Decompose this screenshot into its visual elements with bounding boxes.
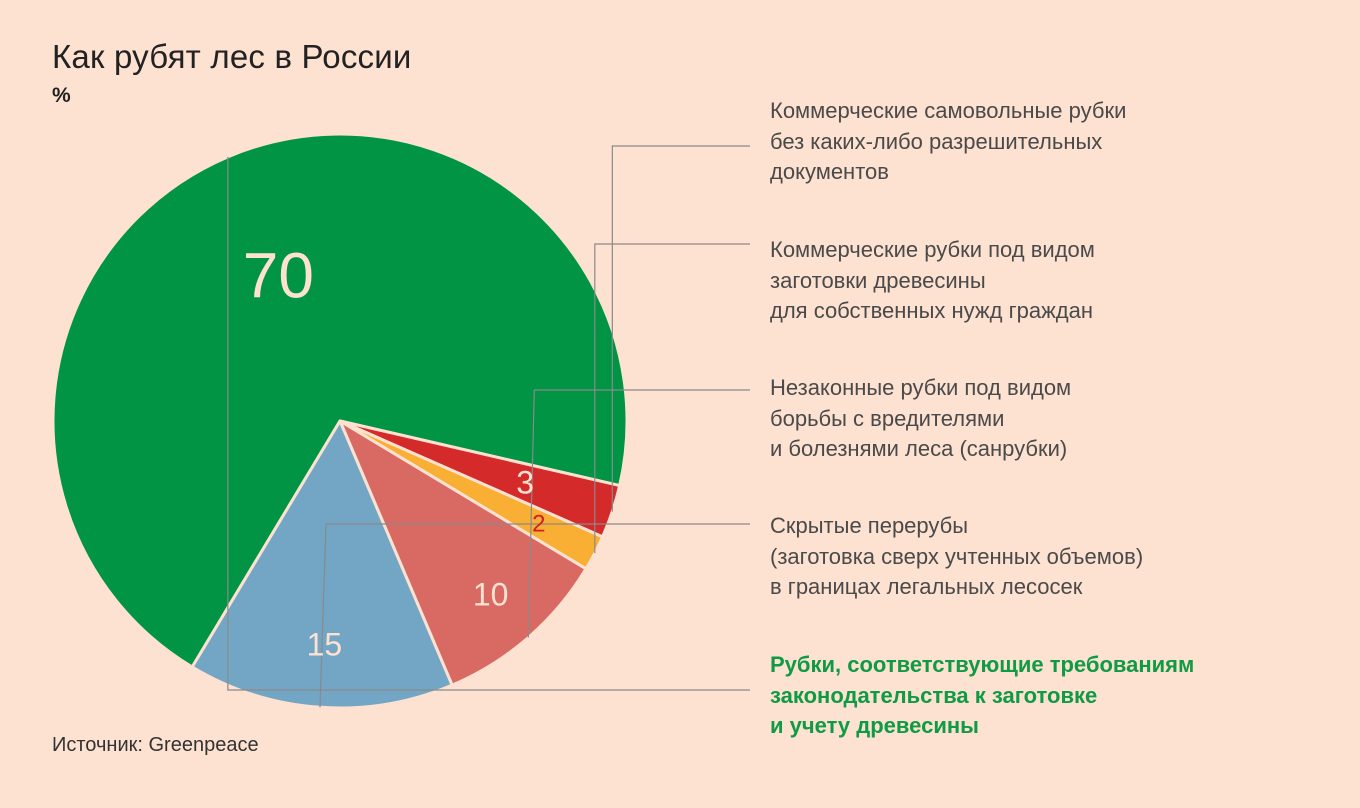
legend-item-sanitary: Незаконные рубки под видом борьбы с вред… [770, 375, 1072, 461]
legend-item-overcutting: Скрытые перерубы (заготовка сверх учтенн… [770, 513, 1144, 599]
unit-label: % [52, 84, 71, 107]
legend-item-legal: Рубки, соответствующие требованиям закон… [770, 652, 1195, 738]
value-label-overcutting: 15 [307, 626, 343, 662]
value-label-personal-needs: 2 [532, 511, 545, 538]
leader-line-unauthorized [611, 145, 750, 512]
source-note: Источник: Greenpeace [52, 734, 259, 756]
legend-item-personal-needs: Коммерческие рубки под видом заготовки д… [770, 237, 1095, 323]
value-label-sanitary: 10 [473, 576, 509, 612]
pie-slice-legal [51, 132, 629, 669]
legend-item-unauthorized: Коммерческие самовольные рубки без каких… [770, 98, 1127, 184]
leader-line-personal-needs [594, 243, 750, 554]
chart-title: Как рубят лес в России [52, 38, 412, 75]
value-label-unauthorized: 3 [516, 465, 534, 501]
leader-line-legal [227, 156, 750, 691]
leader-line-sanitary [527, 389, 750, 638]
leader-line-overcutting [319, 523, 750, 708]
value-label-legal: 70 [243, 240, 314, 312]
pie-slice-overcutting [190, 419, 454, 710]
